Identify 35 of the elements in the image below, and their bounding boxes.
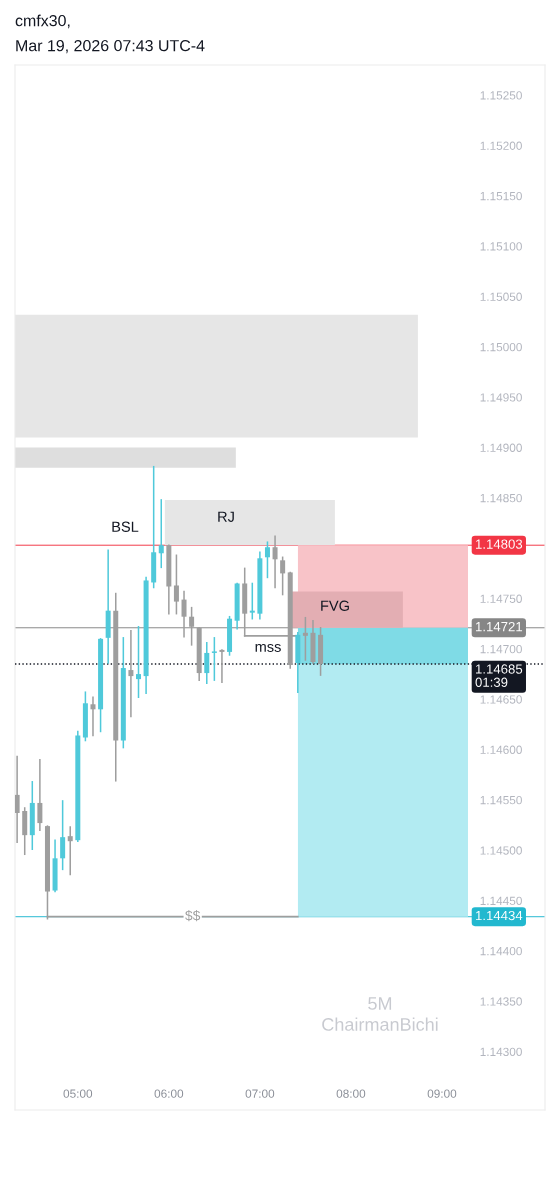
- y-tick-label: 1.14300: [480, 1047, 522, 1056]
- y-tick-label: 1.15050: [480, 292, 522, 301]
- x-tick-label: 09:00: [427, 1089, 457, 1098]
- y-tick-label: 1.15150: [480, 191, 522, 201]
- y-tick-label: 1.14900: [480, 443, 522, 452]
- x-tick-label: 06:00: [154, 1089, 184, 1098]
- ref-line-label: 1.14721: [476, 621, 523, 632]
- y-tick-label: 1.14500: [480, 846, 522, 855]
- ref-line-label: 1.14803: [476, 539, 523, 549]
- y-tick-label: 1.15000: [480, 342, 522, 352]
- annotation: RJ: [218, 511, 234, 522]
- chart-subtitle: Mar 19, 2026 07:43 UTC-4: [16, 39, 205, 54]
- y-tick-label: 1.14600: [480, 745, 522, 754]
- y-tick-label: 1.14700: [480, 644, 522, 654]
- annotation: BSL: [112, 521, 139, 532]
- annotation: FVG: [321, 600, 349, 611]
- y-tick-label: 1.14400: [480, 946, 522, 956]
- y-tick-label: 1.15200: [480, 141, 522, 150]
- x-tick-label: 08:00: [336, 1089, 366, 1098]
- y-tick-label: 1.14450: [480, 896, 522, 905]
- y-tick-label: 1.15100: [480, 242, 522, 251]
- ref-line-label: 1.14434: [476, 910, 523, 921]
- y-tick-label: 1.14950: [480, 393, 522, 402]
- ref-line-label: 1.14685 01:39: [475, 664, 523, 687]
- chart-title: cmfx30,: [15, 14, 70, 29]
- y-tick-label: 1.15250: [480, 91, 522, 100]
- annotation: mss: [255, 643, 281, 652]
- x-tick-label: 07:00: [245, 1089, 275, 1098]
- y-tick-label: 1.14550: [480, 795, 522, 805]
- series-label: $$: [185, 910, 201, 922]
- y-tick-label: 1.14650: [480, 695, 522, 704]
- y-tick-label: 1.14750: [480, 594, 522, 603]
- x-tick-label: 05:00: [63, 1089, 93, 1098]
- y-tick-label: 1.14350: [480, 997, 522, 1006]
- y-tick-label: 1.14850: [480, 493, 522, 503]
